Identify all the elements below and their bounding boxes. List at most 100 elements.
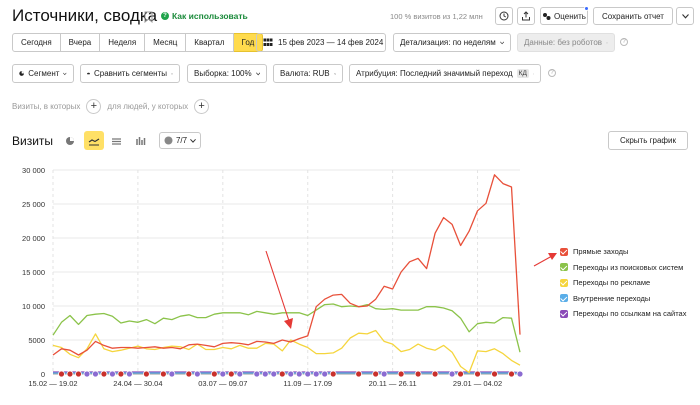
chevron-down-icon <box>681 13 689 19</box>
annotation-marker <box>304 370 312 378</box>
more-button[interactable] <box>676 7 694 25</box>
legend-label: Внутренние переходы <box>573 293 651 303</box>
period-tab[interactable]: Сегодня <box>12 33 61 52</box>
legend-item[interactable]: Переходы по рекламе <box>560 275 686 291</box>
legend-label: Прямые заходы <box>573 247 629 257</box>
period-tab[interactable]: Месяц <box>145 33 187 52</box>
pie-chart-tool[interactable] <box>60 131 80 150</box>
annotation-marker <box>329 370 337 378</box>
legend-item[interactable]: Внутренние переходы <box>560 291 686 307</box>
line-chart-tool[interactable] <box>84 131 104 150</box>
compare-icon <box>87 72 90 75</box>
date-range-label: 15 фев 2023 — 14 фев 2024 <box>278 38 384 47</box>
annotation-marker <box>516 370 524 378</box>
y-tick-label: 0 <box>41 370 45 379</box>
attribution-dropdown[interactable]: Атрибуция: Последний значимый переход КД <box>349 64 541 83</box>
period-tab[interactable]: Квартал <box>186 33 234 52</box>
annotation-marker <box>227 370 235 378</box>
top-bar: Источники, сводка ? Как использовать 100… <box>0 0 700 32</box>
annotation-marker <box>380 370 388 378</box>
history-button[interactable] <box>495 7 513 25</box>
annotation-arrow-head <box>548 253 557 260</box>
robots-dropdown: Данные: без роботов <box>517 33 615 52</box>
visits-info: 100 % визитов из 1,22 млн <box>390 12 483 21</box>
add-visits-filter-button[interactable]: + <box>86 98 102 114</box>
segment-label: Сегмент <box>28 69 60 78</box>
pie-chart-icon <box>66 136 74 145</box>
sample-dropdown[interactable]: Выборка: 100% <box>187 64 267 83</box>
bookmark-icon[interactable] <box>144 11 153 23</box>
bar-chart-icon <box>135 136 145 145</box>
hide-chart-button[interactable]: Скрыть график <box>608 131 688 150</box>
annotation-marker <box>92 370 99 378</box>
chevron-down-icon <box>255 72 260 75</box>
save-report-button[interactable]: Сохранить отчет <box>593 7 673 25</box>
detail-dropdown[interactable]: Детализация: по неделям <box>393 33 511 52</box>
period-tab[interactable]: Год <box>233 33 264 52</box>
legend-item[interactable]: Прямые заходы <box>560 244 686 260</box>
help-icon[interactable]: ? <box>620 38 628 46</box>
chevron-down-icon <box>333 72 336 75</box>
add-people-filter-button[interactable]: + <box>194 98 210 114</box>
export-button[interactable] <box>517 7 535 25</box>
bar-chart-tool[interactable] <box>130 131 150 150</box>
annotation-marker <box>321 370 329 378</box>
annotation-marker <box>448 370 456 378</box>
legend-checkbox[interactable] <box>560 263 568 272</box>
period-tab[interactable]: Вчера <box>60 33 101 52</box>
annotation-marker <box>210 370 218 378</box>
chart-title: Визиты <box>12 134 54 148</box>
legend-item[interactable]: Переходы из поисковых систем <box>560 260 686 276</box>
visits-filter-label: Визиты, в которых <box>12 101 81 111</box>
series-line <box>52 329 521 374</box>
area-chart-icon <box>111 137 121 145</box>
y-tick-label: 15 000 <box>22 268 45 277</box>
chevron-down-icon <box>171 72 173 75</box>
chart-legend: Прямые заходы Переходы из поисковых систе… <box>560 244 686 322</box>
annotation-marker <box>193 370 201 378</box>
annotation-marker <box>312 370 320 378</box>
annotation-marker <box>83 370 91 378</box>
people-filter-label: для людей, у которых <box>107 101 189 111</box>
x-tick-label: 20.11 — 26.11 <box>369 379 417 388</box>
y-tick-label: 10 000 <box>22 302 45 311</box>
legend-item[interactable]: Переходы по ссылкам на сайтах <box>560 306 686 322</box>
compare-segments-dropdown[interactable]: Сравнить сегменты <box>80 64 180 83</box>
y-tick-label: 30 000 <box>22 166 45 175</box>
legend-checkbox[interactable] <box>560 278 568 287</box>
annotation-marker <box>109 370 116 378</box>
upload-icon <box>522 11 530 21</box>
calendar-icon <box>263 38 273 46</box>
robots-label: Данные: без роботов <box>524 38 603 47</box>
rate-button[interactable]: Оценить <box>540 6 589 25</box>
area-chart-tool[interactable] <box>106 131 126 150</box>
annotation-marker <box>397 370 405 378</box>
date-range-picker[interactable]: 15 фев 2023 — 14 фев 2024 <box>256 33 386 52</box>
annotation-marker <box>126 370 133 378</box>
metrics-count: 7/7 <box>175 136 188 145</box>
legend-label: Переходы по рекламе <box>573 278 651 288</box>
annotation-marker <box>474 370 481 378</box>
help-icon[interactable]: ? <box>548 69 556 77</box>
rate-icon <box>543 12 551 20</box>
metrics-icon <box>164 136 173 145</box>
metrics-dropdown[interactable]: 7/7 <box>159 132 201 149</box>
currency-dropdown[interactable]: Валюта: RUB <box>273 64 343 83</box>
annotation-marker <box>355 370 363 378</box>
legend-checkbox[interactable] <box>560 309 568 318</box>
series-line <box>52 174 521 356</box>
detail-label: Детализация: по неделям <box>400 38 496 47</box>
x-tick-label: 29.01 — 04.02 <box>453 379 502 388</box>
legend-checkbox[interactable] <box>560 294 568 303</box>
period-tab[interactable]: Неделя <box>100 33 146 52</box>
attribution-badge: КД <box>516 69 529 78</box>
attribution-label: Атрибуция: Последний значимый переход <box>356 69 513 78</box>
compare-label: Сравнить сегменты <box>93 69 167 78</box>
clock-icon <box>499 11 509 21</box>
annotation-marker <box>270 370 278 378</box>
segment-dropdown[interactable]: Сегмент <box>12 64 74 83</box>
annotation-marker <box>100 370 108 378</box>
annotation-marker <box>287 370 295 378</box>
how-to-use-link[interactable]: ? Как использовать <box>161 11 248 21</box>
legend-checkbox[interactable] <box>560 247 568 256</box>
